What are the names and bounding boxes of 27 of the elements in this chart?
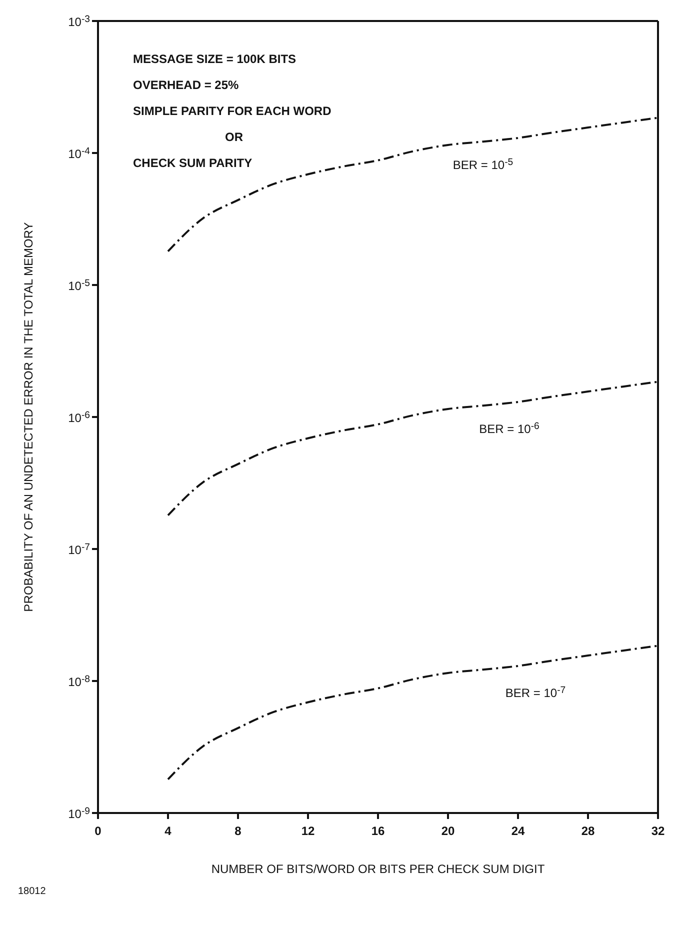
x-tick-label: 32	[651, 824, 665, 838]
annotation: BER = 10$^{-6}$	[479, 421, 540, 436]
annotation: SIMPLE PARITY FOR EACH WORD	[133, 103, 332, 120]
y-tick-label: 10$^{-5}$	[68, 278, 90, 293]
x-tick-label: 28	[581, 824, 595, 838]
x-tick-label: 4	[164, 824, 172, 838]
y-tick-label: 10$^{-8}$	[68, 674, 90, 689]
annotation: OVERHEAD = 25%	[133, 77, 240, 94]
annotation: BER = 10$^{-5}$	[452, 157, 514, 172]
x-tick-label: 20	[441, 824, 455, 838]
x-tick-label: 16	[371, 824, 385, 838]
annotation: CHECK SUM PARITY	[133, 155, 254, 172]
y-tick-label: 10$^{-7}$	[68, 542, 90, 557]
x-tick-label: 12	[301, 824, 315, 838]
annotation: MESSAGE SIZE = 100K BITS	[133, 51, 298, 68]
y-axis-title: PROBABILITY OF AN UNDETECTED ERROR IN THE TOTAL MEMORY	[21, 222, 36, 612]
x-axis-title: NUMBER OF BITS/WORD OR BITS PER CHECK SUM DIGIT	[211, 862, 546, 876]
annotation: OR	[224, 129, 244, 146]
x-tick-label: 24	[511, 824, 525, 838]
y-tick-label: 10$^{-9}$	[68, 806, 90, 821]
y-tick-label: 10$^{-6}$	[68, 410, 90, 425]
y-tick-label: 10$^{-3}$	[68, 14, 90, 29]
x-tick-label: 8	[234, 824, 242, 838]
y-tick-label: 10$^{-4}$	[68, 146, 91, 161]
annotation: BER = 10$^{-7}$	[505, 685, 566, 700]
text: 18012	[18, 886, 46, 897]
x-tick-label: 0	[94, 824, 102, 838]
